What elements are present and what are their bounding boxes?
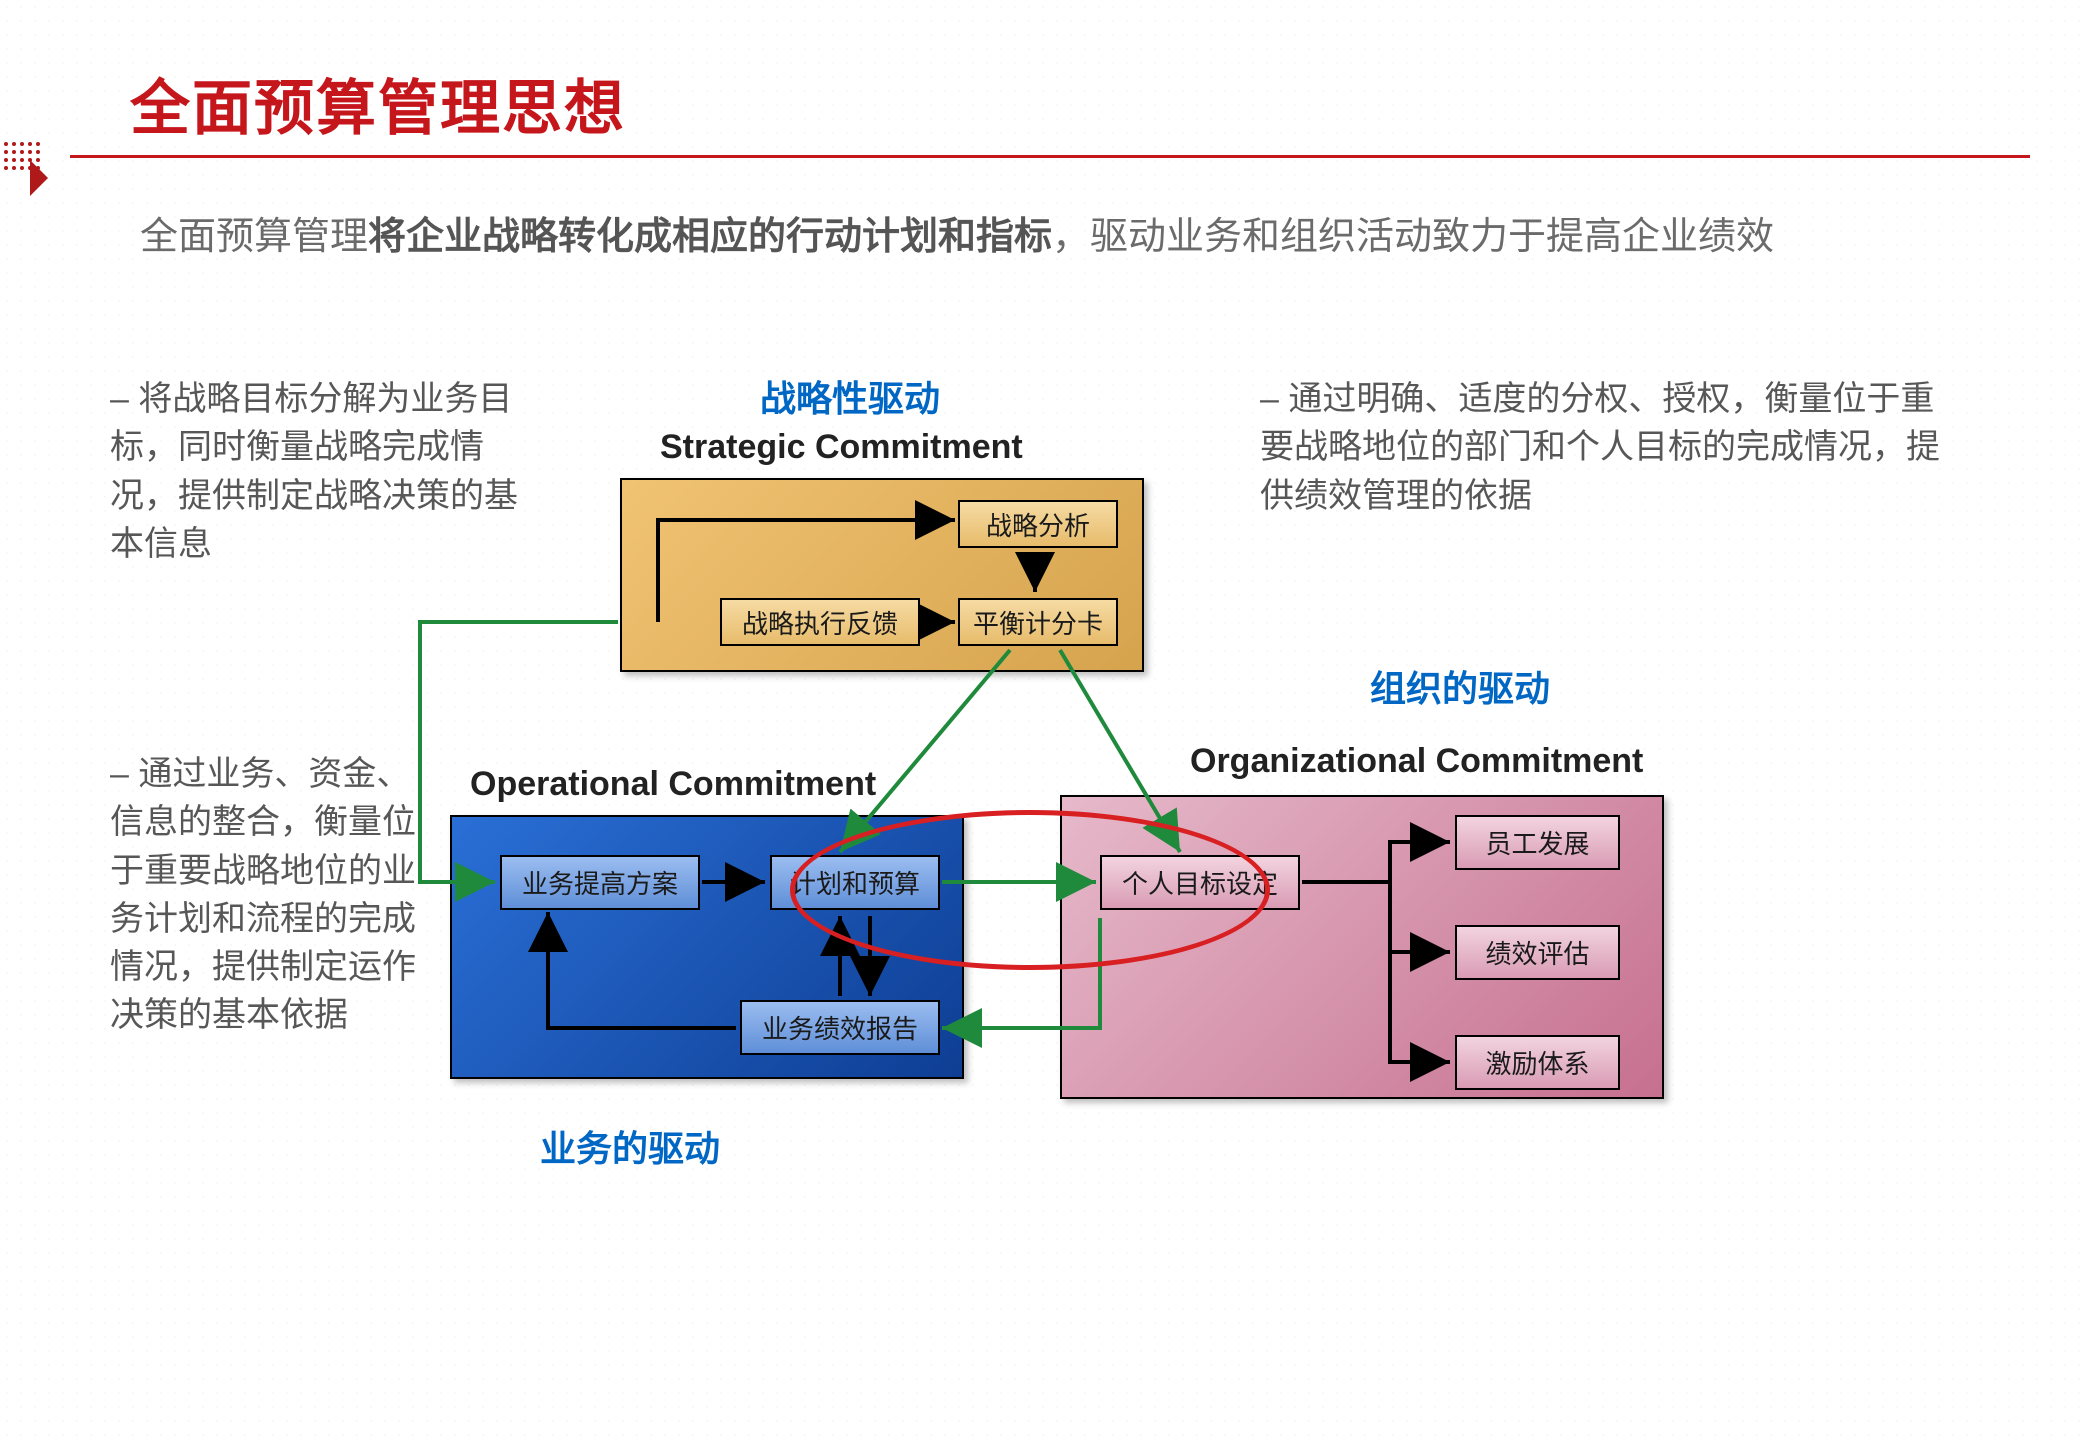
annotation-top-right-text: 通过明确、适度的分权、授权，衡量位于重要战略地位的部门和个人目标的完成情况，提供… (1260, 380, 1940, 515)
sbox-strategy-feedback: 战略执行反馈 (720, 598, 920, 646)
subtitle-part-a: 全面预算管理 (140, 216, 368, 258)
annotation-top-left-text: 将战略目标分解为业务目标，同时衡量战略完成情况，提供制定战略决策的基本信息 (110, 380, 518, 563)
annotation-top-right: – 通过明确、适度的分权、授权，衡量位于重要战略地位的部门和个人目标的完成情况，… (1260, 375, 1960, 520)
page-title: 全面预算管理思想 (130, 60, 626, 147)
sbox-perf-report: 业务绩效报告 (740, 1000, 940, 1055)
label-operational-driver: 业务的驱动 (540, 1120, 720, 1172)
label-organizational-driver: 组织的驱动 (1370, 660, 1550, 712)
sbox-strategic-analysis: 战略分析 (958, 500, 1118, 548)
commitment-en-strategic: Strategic Commitment (660, 428, 1023, 467)
title-underline (70, 155, 2030, 158)
label-strategic-driver: 战略性驱动 (760, 370, 940, 422)
annotation-top-left: – 将战略目标分解为业务目标，同时衡量战略完成情况，提供制定战略决策的基本信息 (110, 375, 540, 568)
subtitle-part-b: ，驱动业务和组织活动致力于提高企业绩效 (1052, 216, 1774, 258)
sbox-perf-eval: 绩效评估 (1455, 925, 1620, 980)
highlight-ellipse (790, 810, 1270, 970)
side-arrow-icon (0, 112, 50, 202)
sbox-incentive: 激励体系 (1455, 1035, 1620, 1090)
annotation-mid-left: – 通过业务、资金、信息的整合，衡量位于重要战略地位的业务计划和流程的完成情况，… (110, 750, 420, 1040)
subtitle-bold: 将企业战略转化成相应的行动计划和指标 (368, 216, 1052, 258)
annotation-mid-left-text: 通过业务、资金、信息的整合，衡量位于重要战略地位的业务计划和流程的完成情况，提供… (110, 755, 416, 1034)
commitment-en-operational: Operational Commitment (470, 765, 876, 804)
sbox-improvement-plan: 业务提高方案 (500, 855, 700, 910)
sbox-employee-dev: 员工发展 (1455, 815, 1620, 870)
commitment-en-organizational: Organizational Commitment (1190, 742, 1643, 781)
sbox-balanced-scorecard: 平衡计分卡 (958, 598, 1118, 646)
subtitle: 全面预算管理将企业战略转化成相应的行动计划和指标，驱动业务和组织活动致力于提高企… (140, 210, 1900, 265)
